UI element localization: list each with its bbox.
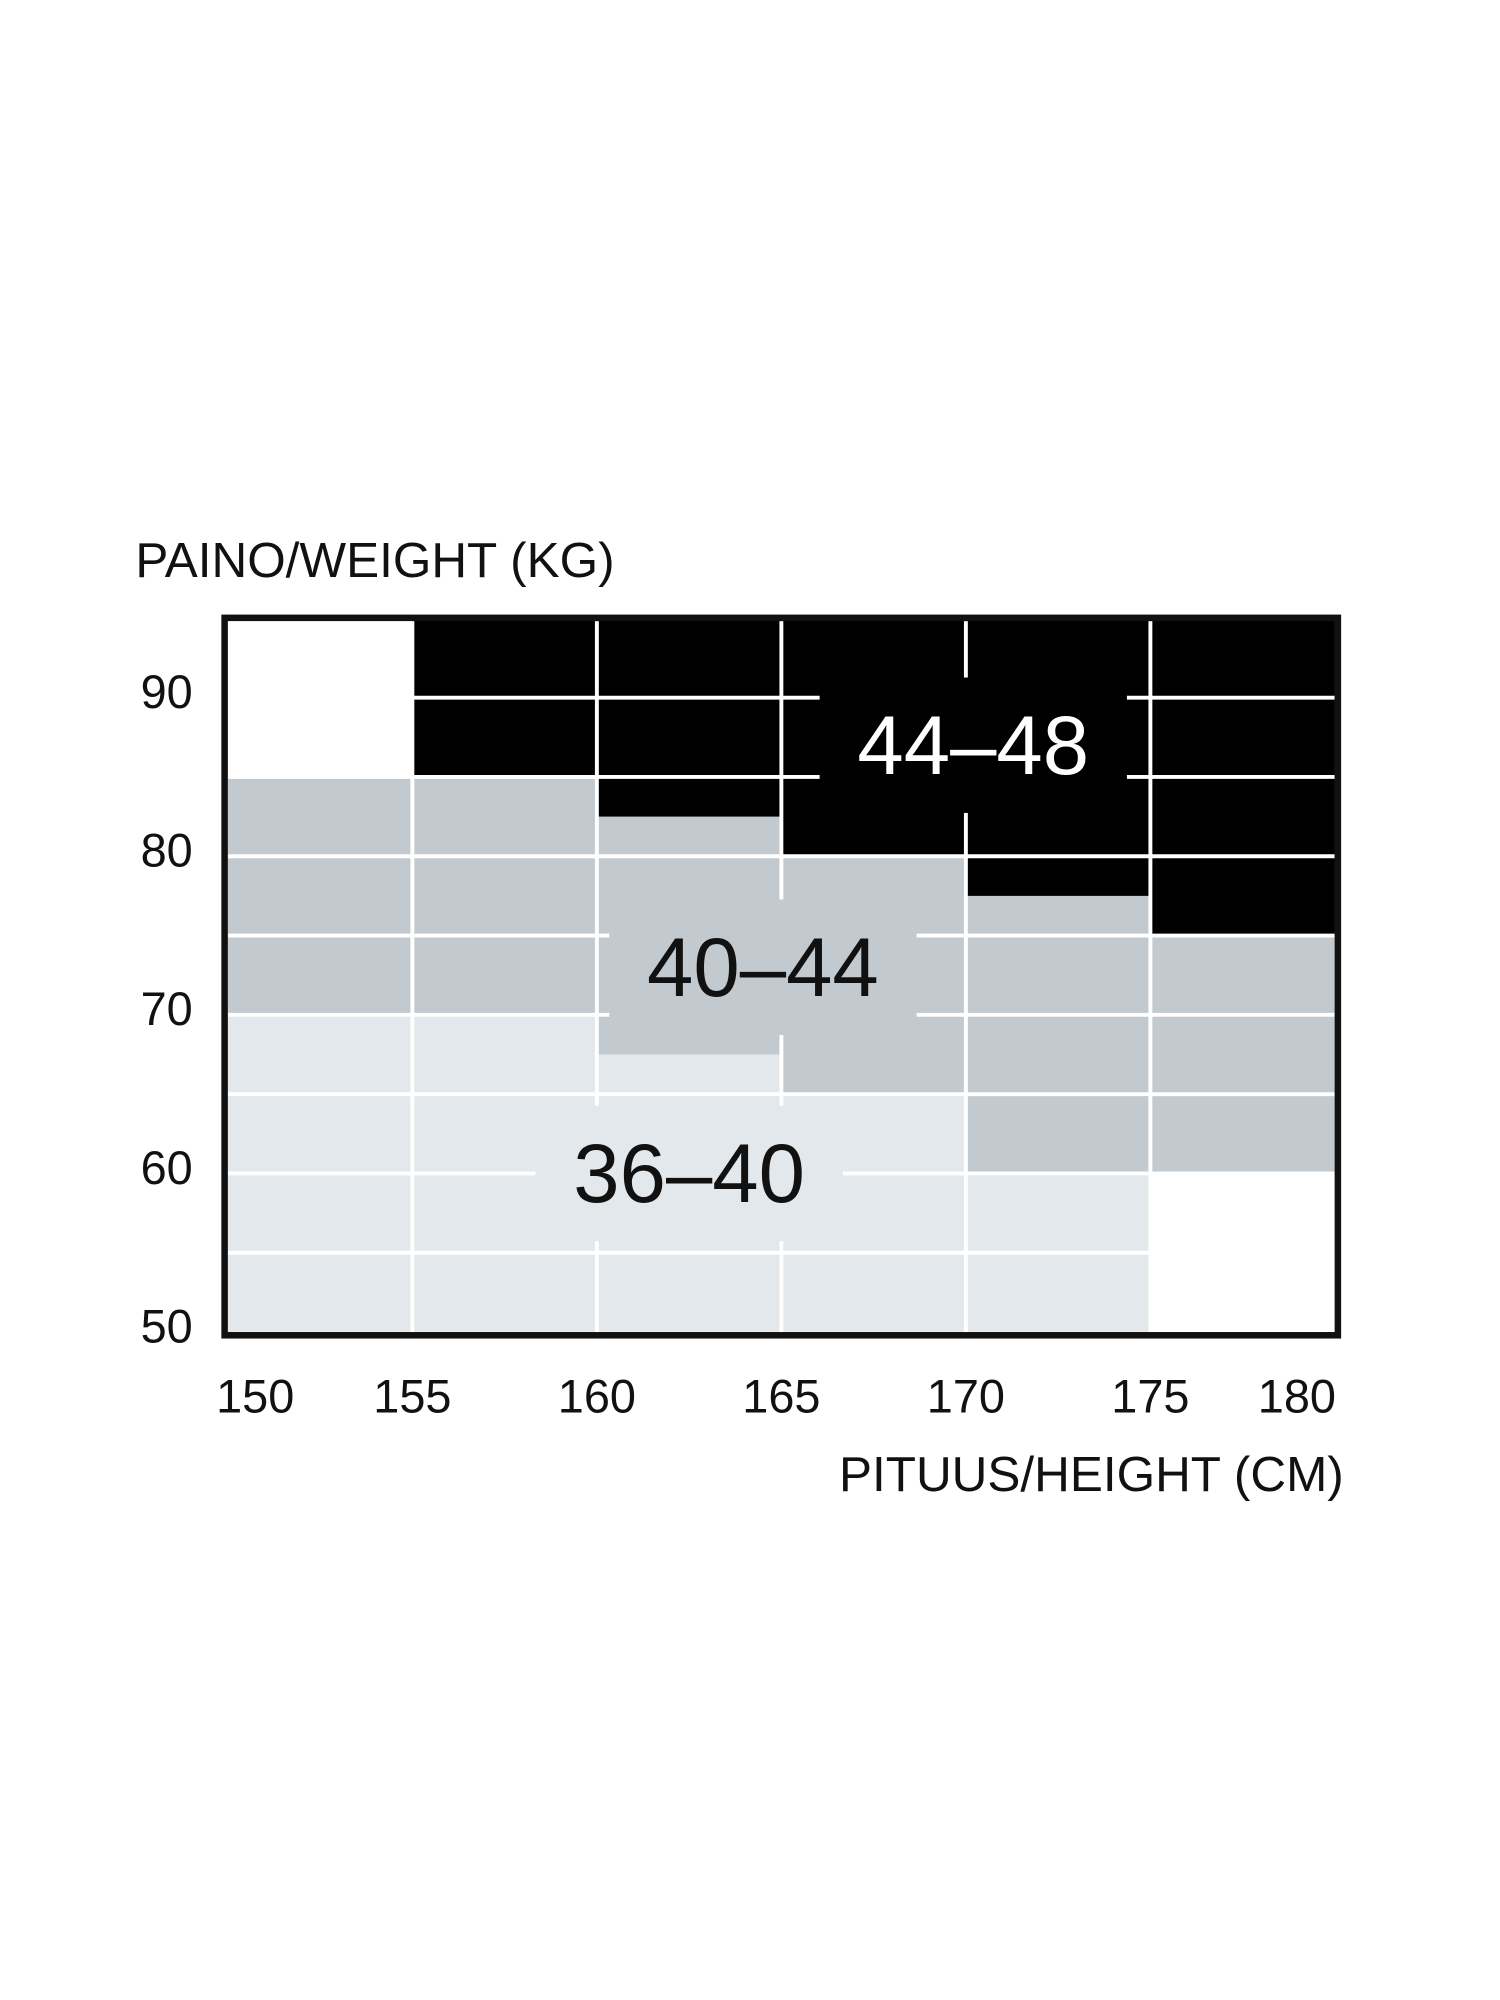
y-tick-label: 60	[141, 1142, 193, 1194]
y-tick-label: 90	[141, 666, 193, 718]
label-backdrop	[819, 677, 1127, 813]
label-backdrop	[609, 899, 917, 1035]
x-tick-label: 155	[373, 1371, 451, 1423]
plot-frame	[221, 614, 1342, 1339]
x-tick-label: 175	[1111, 1371, 1189, 1423]
y-axis-title: PAINO/WEIGHT (KG)	[135, 533, 614, 588]
y-tick-label: 80	[141, 825, 193, 877]
region-label: 36–40	[573, 1127, 805, 1220]
x-tick-label: 170	[927, 1371, 1005, 1423]
cell-40–44-155-160	[412, 776, 597, 1015]
region-label: 40–44	[647, 921, 879, 1014]
x-tick-label: 150	[216, 1371, 294, 1423]
cell-40–44-150-155	[227, 776, 413, 1015]
y-tick-label: 50	[141, 1300, 193, 1352]
x-tick-label: 180	[1258, 1371, 1336, 1423]
region-label: 44–48	[857, 699, 1089, 792]
cell-40–44-175-180	[1150, 935, 1335, 1174]
label-backdrop	[535, 1105, 843, 1242]
x-axis-title: PITUUS/HEIGHT (CM)	[839, 1447, 1344, 1502]
cell-40–44-170-175	[965, 895, 1151, 1174]
y-tick-label: 70	[141, 983, 193, 1035]
x-tick-label: 165	[742, 1371, 820, 1423]
cell-44–48-160-165	[596, 618, 782, 817]
x-tick-label: 160	[558, 1371, 636, 1423]
